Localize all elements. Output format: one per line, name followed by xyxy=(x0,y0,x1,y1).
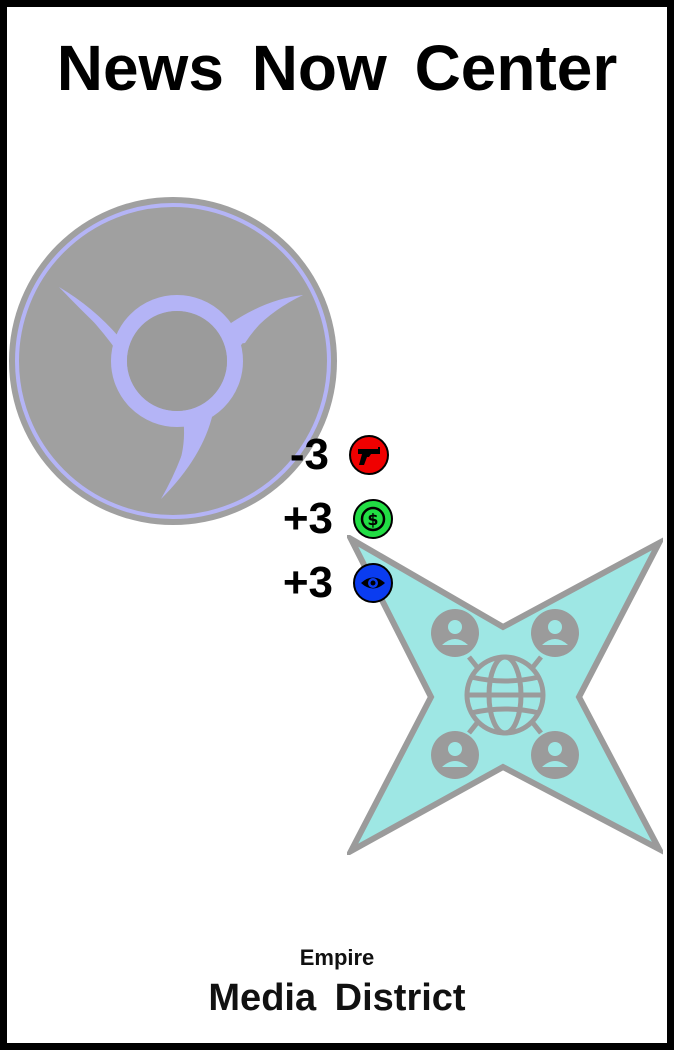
svg-text:$: $ xyxy=(367,510,378,529)
stat-row-money: +3 $ xyxy=(223,491,393,547)
dollar-coin-icon: $ xyxy=(353,499,393,539)
stat-row-influence: +3 xyxy=(223,555,393,611)
card-title: News Now Center xyxy=(56,32,618,104)
stat-value: -3 xyxy=(289,430,329,479)
network-globe-star-emblem-icon xyxy=(347,535,663,855)
district-label: Media District xyxy=(208,977,466,1019)
stat-value: +3 xyxy=(282,558,333,607)
crescent-hook-emblem-icon xyxy=(9,197,337,525)
pistol-icon xyxy=(349,435,389,475)
eye-icon xyxy=(353,563,393,603)
stat-row-military: -3 xyxy=(219,427,389,483)
faction-label: Empire xyxy=(299,945,375,970)
stat-value: +3 xyxy=(282,494,333,543)
